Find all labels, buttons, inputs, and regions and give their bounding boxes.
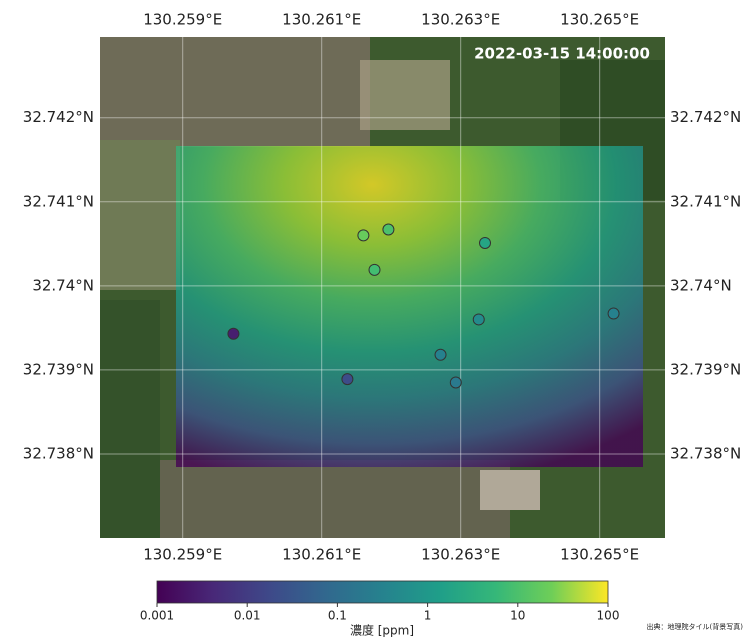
colorbar-tick-label: 100 [597, 609, 620, 623]
x-tick-label: 130.265°E [560, 546, 639, 564]
y-tick-label: 32.739°N [23, 360, 94, 378]
x-tick-label: 130.259°E [143, 11, 222, 29]
y-tick-label: 32.741°N [670, 192, 741, 210]
colorbar-tick-label: 0.01 [234, 609, 261, 623]
x-tick-label: 130.261°E [282, 11, 361, 29]
x-tick-label: 130.265°E [560, 11, 639, 29]
sensor-point [358, 230, 369, 241]
y-tick-label: 32.74°N [32, 276, 94, 294]
x-tick-label: 130.259°E [143, 546, 222, 564]
colorbar-tick-label: 0.1 [328, 609, 347, 623]
sensor-point [342, 374, 353, 385]
x-tick-label: 130.263°E [421, 11, 500, 29]
colorbar [157, 581, 608, 603]
y-tick-label: 32.739°N [670, 360, 741, 378]
sensor-point [608, 308, 619, 319]
y-tick-label: 32.742°N [23, 108, 94, 126]
y-tick-label: 32.742°N [670, 108, 741, 126]
source-note: 出典：地理院タイル(背景写真) [647, 622, 744, 631]
concentration-overlay [176, 146, 643, 467]
x-tick-label: 130.263°E [421, 546, 500, 564]
sensor-point [369, 264, 380, 275]
y-tick-label: 32.74°N [670, 276, 732, 294]
colorbar-tick-label: 0.001 [140, 609, 174, 623]
x-tick-label: 130.261°E [282, 546, 361, 564]
sensor-point [435, 349, 446, 360]
sensor-point [228, 328, 239, 339]
timestamp: 2022-03-15 14:00:00 [474, 45, 650, 63]
map-figure: 2022-03-15 14:00:00 濃度 [ppm] 出典：地理院タイル(背… [0, 0, 745, 637]
sensor-point [450, 377, 461, 388]
colorbar-tick-label: 10 [510, 609, 525, 623]
colorbar-label: 濃度 [ppm] [350, 623, 414, 638]
colorbar-tick-label: 1 [424, 609, 432, 623]
sensor-point [473, 314, 484, 325]
y-tick-label: 32.738°N [670, 444, 741, 462]
y-tick-label: 32.741°N [23, 192, 94, 210]
sensor-point [383, 224, 394, 235]
sensor-point [480, 237, 491, 248]
y-tick-label: 32.738°N [23, 444, 94, 462]
